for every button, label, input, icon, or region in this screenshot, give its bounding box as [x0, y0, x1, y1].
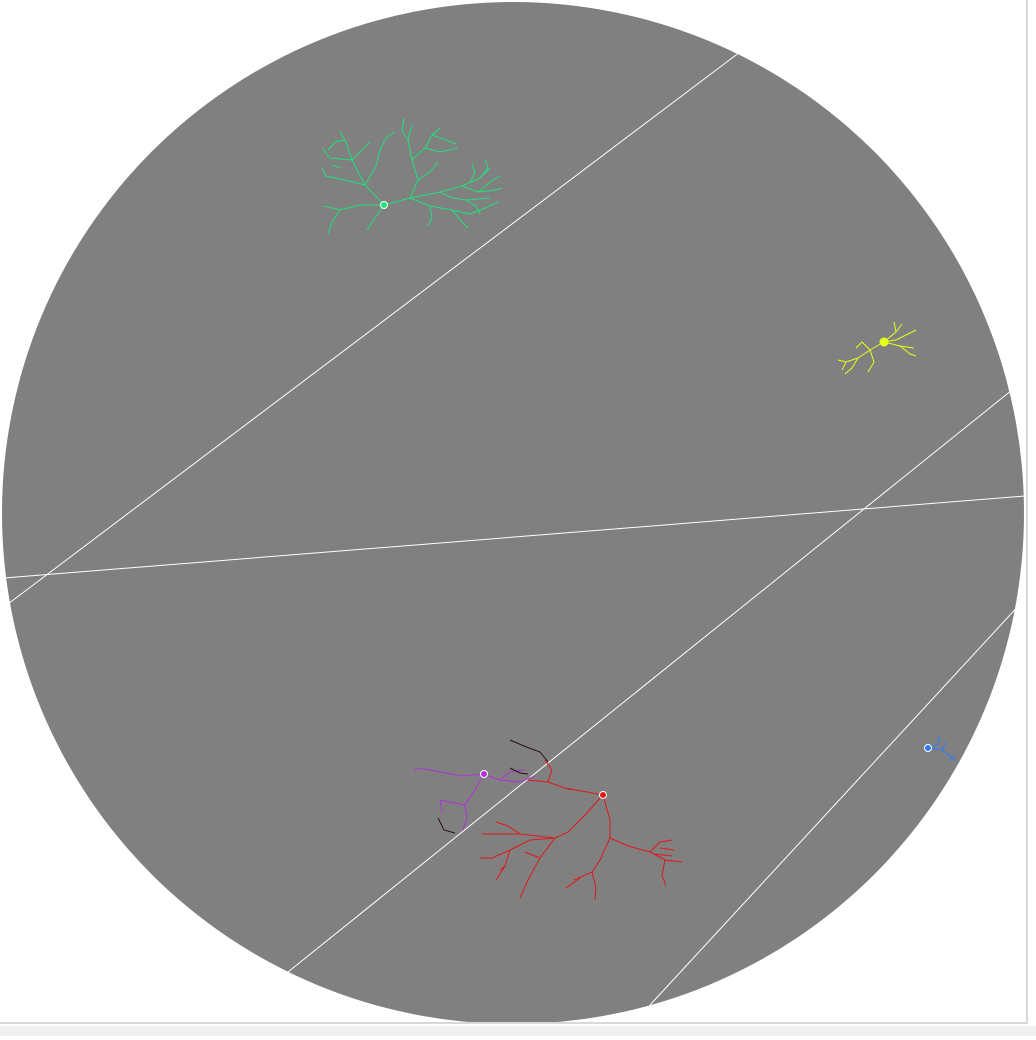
- plane-line: [649, 601, 1023, 1006]
- plane-line: [1011, 369, 1036, 391]
- dendrite: [941, 741, 947, 751]
- plane-line: [1021, 585, 1036, 603]
- viewing-disc: [2, 2, 1024, 1024]
- dendrite: [469, 163, 476, 183]
- dendrite: [424, 147, 459, 153]
- soma: [599, 791, 607, 799]
- dendrite: [331, 164, 341, 169]
- dendrite: [401, 117, 409, 141]
- neuron-dark[interactable]: [437, 739, 549, 834]
- dendrite: [462, 804, 468, 831]
- dendrite: [591, 871, 597, 901]
- dendrite: [519, 837, 556, 899]
- dendrite: [499, 865, 506, 871]
- dendrite: [855, 341, 871, 351]
- dendrite: [409, 197, 471, 215]
- dendrite: [366, 204, 385, 231]
- dendrite: [499, 769, 526, 781]
- dendrite: [413, 767, 485, 777]
- dendrite: [431, 134, 457, 145]
- dendrite: [364, 131, 395, 186]
- dendrite: [927, 747, 957, 761]
- plane-line: [3, 495, 1026, 579]
- neuron-blue[interactable]: [924, 735, 957, 763]
- dendrite: [383, 124, 419, 206]
- dendrite: [573, 794, 611, 881]
- dendrite: [661, 859, 667, 887]
- soma: [380, 201, 388, 209]
- dendrite: [899, 345, 917, 357]
- section-planes: [3, 0, 1036, 1037]
- dendrite: [883, 329, 917, 343]
- dendrite: [327, 209, 341, 235]
- dendrite: [439, 191, 491, 201]
- dendrite: [649, 839, 673, 853]
- dendrite: [321, 147, 353, 161]
- dendrite: [327, 139, 346, 151]
- dendrite: [527, 779, 604, 796]
- dendrite: [483, 773, 536, 783]
- neuron-yellow[interactable]: [837, 321, 917, 375]
- dendrite: [841, 361, 847, 371]
- dendrite: [564, 787, 573, 791]
- dendrite: [867, 349, 875, 373]
- soma: [924, 744, 932, 752]
- dendrite: [844, 357, 859, 375]
- dendrite: [482, 794, 604, 839]
- dendrite: [509, 739, 549, 763]
- dendrite: [351, 141, 371, 161]
- dendrite: [479, 159, 489, 179]
- dendrite: [495, 821, 521, 835]
- dendrite: [427, 205, 433, 227]
- neuron-red[interactable]: [480, 759, 683, 901]
- dendrite: [565, 877, 581, 889]
- soma: [480, 770, 488, 778]
- neuron-green[interactable]: [321, 117, 503, 235]
- dendrite: [321, 167, 366, 186]
- dendrite: [437, 817, 456, 834]
- dendrite: [949, 755, 953, 763]
- dendrite: [654, 853, 673, 857]
- dendrite: [893, 321, 897, 333]
- soma: [879, 337, 889, 347]
- dendrite: [465, 199, 481, 215]
- dendrite: [417, 161, 439, 181]
- neuron-magenta[interactable]: [413, 767, 536, 831]
- dendrite: [509, 767, 529, 775]
- viewport-bottom-strip: [0, 1026, 1036, 1036]
- dendrite: [477, 175, 501, 193]
- plane-line: [7, 51, 741, 605]
- dendrite: [451, 209, 469, 229]
- dendrite: [461, 185, 503, 193]
- dendrite: [411, 127, 441, 161]
- dendrite: [544, 759, 553, 783]
- dendrite: [659, 847, 675, 851]
- dendrite: [524, 851, 541, 859]
- dendrite: [323, 204, 384, 211]
- dendrite: [469, 201, 499, 215]
- plane-line: [287, 389, 1013, 973]
